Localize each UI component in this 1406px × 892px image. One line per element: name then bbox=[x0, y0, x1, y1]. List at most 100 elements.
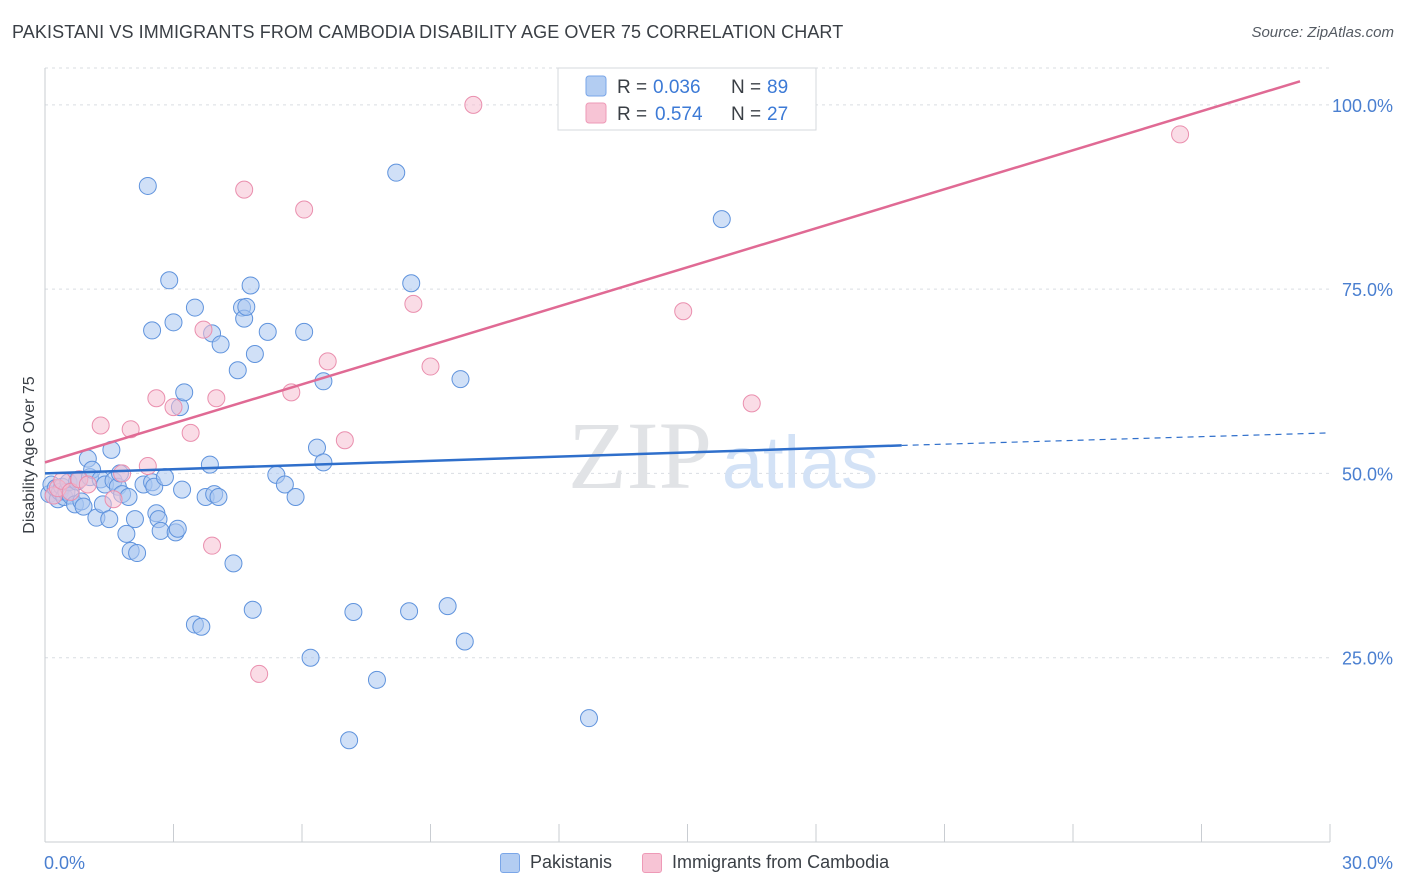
pakistani-point-60 bbox=[228, 361, 247, 380]
watermark-atlas: atlas bbox=[722, 421, 878, 504]
chart-title: PAKISTANI VS IMMIGRANTS FROM CAMBODIA DI… bbox=[12, 22, 844, 42]
pakistani-point-71 bbox=[295, 322, 314, 341]
pakistani-point-48 bbox=[173, 480, 192, 499]
pakistani-point-81 bbox=[402, 274, 421, 293]
cambodia-point-5 bbox=[78, 475, 97, 494]
cambodia-point-21 bbox=[318, 352, 337, 371]
cambodia-point-15 bbox=[203, 536, 222, 555]
stats-n-label-1: N = bbox=[731, 77, 761, 98]
pakistani-point-67 bbox=[258, 322, 277, 341]
trend-layer bbox=[44, 80, 1331, 475]
pakistani-point-70 bbox=[286, 488, 305, 507]
pakistani-point-76 bbox=[340, 731, 359, 750]
pakistani-point-84 bbox=[455, 632, 474, 651]
y-tick-label-50: 50.0% bbox=[1342, 464, 1393, 484]
y-tick-label-25: 25.0% bbox=[1342, 649, 1393, 669]
cambodia-point-24 bbox=[421, 357, 440, 376]
pakistani-point-83 bbox=[451, 370, 470, 389]
cambodia-point-10 bbox=[138, 457, 157, 476]
stats-r-value-1: 0.036 bbox=[653, 77, 701, 98]
pakistani-point-80 bbox=[400, 602, 419, 621]
cambodia-point-25 bbox=[464, 95, 483, 114]
pakistani-point-65 bbox=[243, 600, 262, 619]
pakistani-trend-extension bbox=[901, 432, 1331, 447]
stats-legend-blue-swatch bbox=[585, 75, 607, 97]
pakistani-point-41 bbox=[151, 521, 170, 540]
cambodia-point-12 bbox=[164, 398, 183, 417]
cambodia-point-27 bbox=[742, 394, 761, 413]
stats-r-label-1: R = bbox=[617, 77, 647, 98]
pakistani-point-35 bbox=[138, 176, 157, 195]
stats-n-label-2: N = bbox=[731, 104, 761, 125]
cambodia-point-7 bbox=[104, 490, 123, 509]
pakistani-point-66 bbox=[245, 345, 264, 364]
bottom-legend: Pakistanis Immigrants from Cambodia bbox=[500, 852, 889, 873]
stats-r-value-2: 0.574 bbox=[655, 104, 703, 125]
pakistani-point-59 bbox=[224, 554, 243, 573]
y-axis-label: Disability Age Over 75 bbox=[21, 376, 38, 534]
cambodia-point-13 bbox=[181, 423, 200, 442]
cambodia-trend-line bbox=[44, 80, 1301, 464]
cambodia-point-3 bbox=[61, 482, 80, 501]
pakistani-point-37 bbox=[143, 321, 162, 340]
pakistani-point-30 bbox=[119, 488, 138, 507]
axis-layer: 25.0% 50.0% 75.0% 100.0% bbox=[44, 68, 1393, 843]
pakistani-point-78 bbox=[367, 670, 386, 689]
cambodia-point-17 bbox=[235, 180, 254, 199]
pakistani-point-86 bbox=[712, 210, 731, 229]
pakistani-point-23 bbox=[100, 510, 119, 529]
pakistani-point-57 bbox=[209, 488, 228, 507]
pakistani-point-77 bbox=[344, 603, 363, 622]
pakistani-point-29 bbox=[117, 524, 136, 543]
cambodia-point-16 bbox=[207, 389, 226, 408]
pakistani-point-82 bbox=[438, 597, 457, 616]
stats-r-label-2: R = bbox=[617, 104, 647, 125]
cambodia-point-22 bbox=[335, 431, 354, 450]
pakistani-point-58 bbox=[211, 335, 230, 354]
pakistani-point-46 bbox=[168, 519, 187, 538]
cambodia-point-28 bbox=[1171, 125, 1190, 144]
cambodia-point-6 bbox=[91, 416, 110, 435]
pakistani-point-54 bbox=[200, 455, 219, 474]
legend-swatch-pink bbox=[642, 852, 663, 873]
pakistani-point-33 bbox=[128, 544, 147, 563]
source-label: Source: ZipAtlas.com bbox=[1251, 24, 1394, 41]
legend-swatch-blue bbox=[500, 852, 520, 873]
legend-label-cambodia: Immigrants from Cambodia bbox=[672, 852, 890, 872]
pakistani-point-52 bbox=[192, 617, 211, 636]
pakistani-point-75 bbox=[314, 453, 333, 472]
stats-legend-pink-swatch bbox=[585, 102, 607, 124]
pakistani-point-15 bbox=[74, 497, 93, 516]
pakistani-point-69 bbox=[275, 475, 294, 494]
cambodia-point-26 bbox=[674, 302, 693, 321]
stats-n-value-1: 89 bbox=[767, 77, 788, 98]
pakistani-point-72 bbox=[301, 648, 320, 667]
x-tick-label-min: 0.0% bbox=[44, 853, 85, 873]
cambodia-point-20 bbox=[295, 200, 314, 219]
legend-item-cambodia[interactable]: Immigrants from Cambodia bbox=[642, 852, 889, 873]
pakistani-point-79 bbox=[387, 163, 406, 182]
stats-n-value-2: 27 bbox=[767, 104, 788, 125]
pakistani-point-63 bbox=[237, 297, 256, 316]
cambodia-point-23 bbox=[404, 294, 423, 313]
pakistani-point-44 bbox=[164, 313, 183, 332]
pakistani-trend-line bbox=[44, 444, 902, 475]
cambodia-point-14 bbox=[194, 320, 213, 339]
stats-legend: R = 0.036 N = 89 R = 0.574 N = 27 bbox=[557, 67, 817, 131]
cambodia-point-9 bbox=[121, 420, 140, 439]
pakistani-point-32 bbox=[125, 510, 144, 529]
pakistani-point-51 bbox=[185, 298, 204, 317]
x-tick-label-max: 30.0% bbox=[1342, 853, 1393, 873]
y-tick-label-100: 100.0% bbox=[1332, 96, 1393, 116]
cambodia-point-8 bbox=[113, 464, 132, 483]
cambodia-point-11 bbox=[147, 389, 166, 408]
pakistani-point-64 bbox=[241, 276, 260, 295]
legend-item-pakistanis[interactable]: Pakistanis bbox=[500, 852, 612, 873]
pakistani-point-85 bbox=[579, 709, 598, 728]
pakistani-point-43 bbox=[160, 271, 179, 290]
points-layer bbox=[40, 95, 1190, 750]
cambodia-point-18 bbox=[250, 664, 269, 683]
legend-label-pakistanis: Pakistanis bbox=[530, 852, 613, 872]
pakistani-point-42 bbox=[155, 468, 174, 487]
